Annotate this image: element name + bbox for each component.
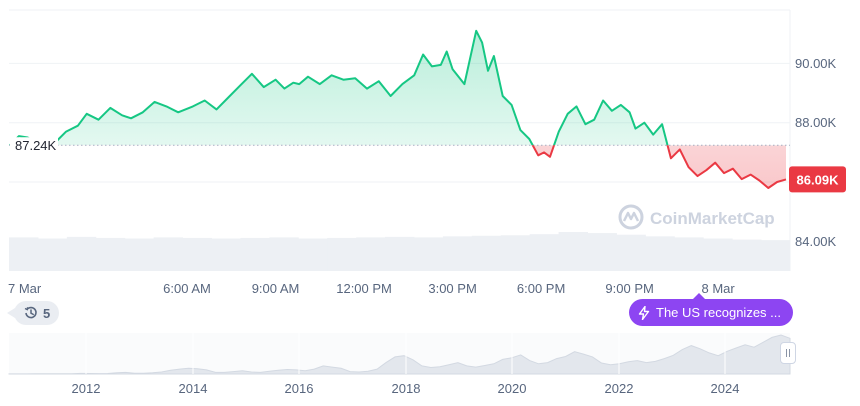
volume-bar — [385, 236, 415, 271]
x-tick-label: 6:00 PM — [517, 281, 565, 296]
volume-bar — [9, 237, 39, 271]
volume-bar — [529, 234, 560, 271]
volume-bar — [703, 238, 733, 271]
volume-bar — [153, 237, 184, 271]
volume-bar — [37, 238, 68, 271]
volume-bar — [442, 236, 473, 271]
x-tick-label: 6:00 AM — [163, 281, 211, 296]
volume-bar — [674, 237, 704, 271]
navigator[interactable]: 2012 2014 2016 2018 2020 2022 2024 — [8, 333, 791, 396]
volume-bar — [471, 235, 502, 271]
price-line-up — [9, 29, 669, 146]
volume-bar — [211, 238, 241, 271]
navigator-tick-label: 2012 — [72, 381, 101, 396]
x-tick-label: 3:00 PM — [428, 281, 476, 296]
volume-bar — [327, 237, 357, 271]
news-badge[interactable]: The US recognizes ... — [629, 293, 793, 326]
x-tick-label: 8 Mar — [702, 281, 736, 296]
navigator-tick-label: 2014 — [179, 381, 208, 396]
baseline-label-bg — [10, 137, 58, 154]
volume-bar — [761, 240, 791, 271]
current-price-label: 86.09K — [797, 172, 840, 187]
volume-bar — [616, 234, 646, 271]
x-tick-label: 9:00 PM — [605, 281, 653, 296]
volume-bar — [66, 236, 97, 271]
navigator-tick-label: 2016 — [285, 381, 314, 396]
current-price-badge — [789, 166, 846, 193]
navigator-tick-label: 2022 — [605, 381, 634, 396]
y-tick-label: 88.00K — [795, 115, 837, 130]
area-fill-below — [40, 145, 786, 188]
volume-bar — [269, 237, 299, 271]
navigator-area — [8, 334, 791, 375]
volume-bar — [558, 232, 589, 271]
volume-bar — [356, 237, 386, 271]
navigator-tick-label: 2018 — [392, 381, 421, 396]
y-tick-label: 84.00K — [795, 234, 837, 249]
area-fill-above — [10, 30, 786, 146]
volume-bar — [124, 238, 155, 271]
price-line-down — [10, 145, 787, 189]
volume-bar — [645, 236, 675, 271]
baseline-label: 87.24K — [15, 138, 57, 153]
watermark-text: CoinMarketCap — [650, 209, 775, 228]
lightning-icon — [638, 305, 650, 320]
navigator-handle[interactable] — [780, 342, 796, 364]
volume-bar — [95, 237, 126, 271]
watermark: CoinMarketCap — [618, 204, 775, 230]
volume-bar — [298, 238, 328, 271]
volume-bars — [9, 232, 791, 271]
x-tick-label: 12:00 PM — [336, 281, 392, 296]
volume-bar — [182, 237, 212, 271]
history-badge[interactable]: 5 — [6, 301, 60, 325]
news-text: The US recognizes ... — [656, 305, 781, 320]
volume-bar — [587, 233, 617, 271]
navigator-tick-label: 2020 — [498, 381, 527, 396]
volume-bar — [240, 237, 270, 271]
history-icon — [24, 306, 38, 320]
x-tick-label: 7 Mar — [8, 281, 42, 296]
history-count: 5 — [43, 305, 51, 321]
volume-bar — [500, 235, 531, 271]
volume-bar — [413, 237, 444, 271]
volume-bar — [732, 239, 762, 271]
price-series — [9, 29, 790, 189]
y-tick-label: 90.00K — [795, 56, 837, 71]
x-tick-label: 9:00 AM — [252, 281, 300, 296]
navigator-tick-label: 2024 — [711, 381, 740, 396]
